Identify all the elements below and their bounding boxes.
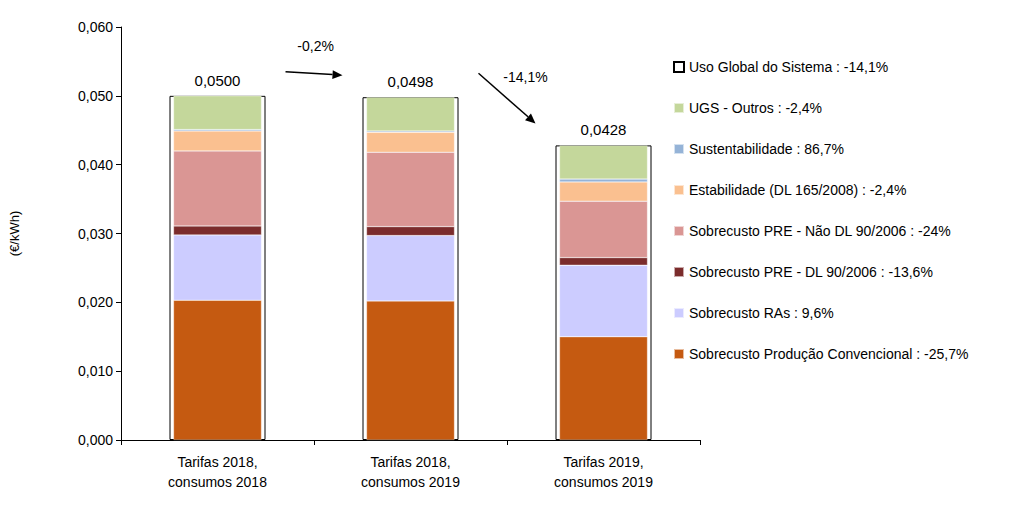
svg-text:0,0500: 0,0500 xyxy=(195,72,241,89)
svg-text:0,050: 0,050 xyxy=(78,88,113,104)
svg-text:-0,2%: -0,2% xyxy=(297,38,334,54)
svg-text:UGS - Outros : -2,4%: UGS - Outros : -2,4% xyxy=(689,100,822,116)
svg-text:Uso Global do Sistema : -14,1%: Uso Global do Sistema : -14,1% xyxy=(689,59,888,75)
svg-text:0,040: 0,040 xyxy=(78,157,113,173)
svg-text:Sobrecusto PRE - DL 90/2006 :: Sobrecusto PRE - DL 90/2006 : -13,6% xyxy=(689,264,933,280)
svg-text:Estabilidade (DL 165/2008) : -: Estabilidade (DL 165/2008) : -2,4% xyxy=(689,182,906,198)
svg-text:Sobrecusto PRE - Não DL 90/200: Sobrecusto PRE - Não DL 90/2006 : -24% xyxy=(689,223,951,239)
svg-text:-14,1%: -14,1% xyxy=(503,69,547,85)
svg-text:Sobrecusto RAs : 9,6%: Sobrecusto RAs : 9,6% xyxy=(689,305,834,321)
svg-text:Sobrecusto Produção Convencion: Sobrecusto Produção Convencional : -25,7… xyxy=(689,346,968,362)
svg-text:0,0428: 0,0428 xyxy=(581,121,627,138)
svg-text:Sustentabilidade : 86,7%: Sustentabilidade : 86,7% xyxy=(689,141,844,157)
svg-text:consumos 2019: consumos 2019 xyxy=(554,474,653,490)
svg-text:0,060: 0,060 xyxy=(78,19,113,35)
svg-text:0,030: 0,030 xyxy=(78,226,113,242)
svg-text:Tarifas 2019,: Tarifas 2019, xyxy=(563,454,643,470)
svg-text:0,020: 0,020 xyxy=(78,294,113,310)
svg-text:consumos 2019: consumos 2019 xyxy=(361,474,460,490)
svg-text:0,0498: 0,0498 xyxy=(388,73,434,90)
svg-text:consumos 2018: consumos 2018 xyxy=(168,474,267,490)
svg-text:0,000: 0,000 xyxy=(78,432,113,448)
svg-text:(€/kWh): (€/kWh) xyxy=(7,211,22,257)
svg-text:0,010: 0,010 xyxy=(78,363,113,379)
svg-text:Tarifas 2018,: Tarifas 2018, xyxy=(370,454,450,470)
svg-text:Tarifas 2018,: Tarifas 2018, xyxy=(177,454,257,470)
